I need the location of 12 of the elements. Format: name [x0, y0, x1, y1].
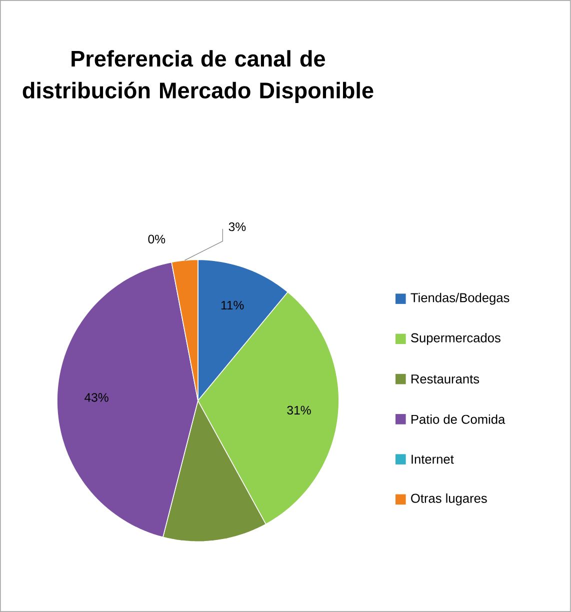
chart-title: Preferencia de canal de distribución Mercado Disponible — [22, 50, 374, 103]
legend-label: Otras lugares — [411, 493, 487, 506]
legend-label: Tiendas/Bodegas — [410, 292, 510, 305]
legend-label: Patio de Comida — [412, 414, 506, 424]
legend-label: Supermercados — [411, 332, 501, 345]
text: 0% — [148, 234, 166, 244]
legend-label: Internet — [412, 454, 454, 464]
data-label: 11% — [221, 300, 244, 310]
data-label: 3% — [228, 222, 246, 232]
data-label: 43% — [84, 393, 108, 402]
legend-label: Restaurants — [412, 374, 480, 384]
data-label: 31% — [287, 406, 311, 415]
